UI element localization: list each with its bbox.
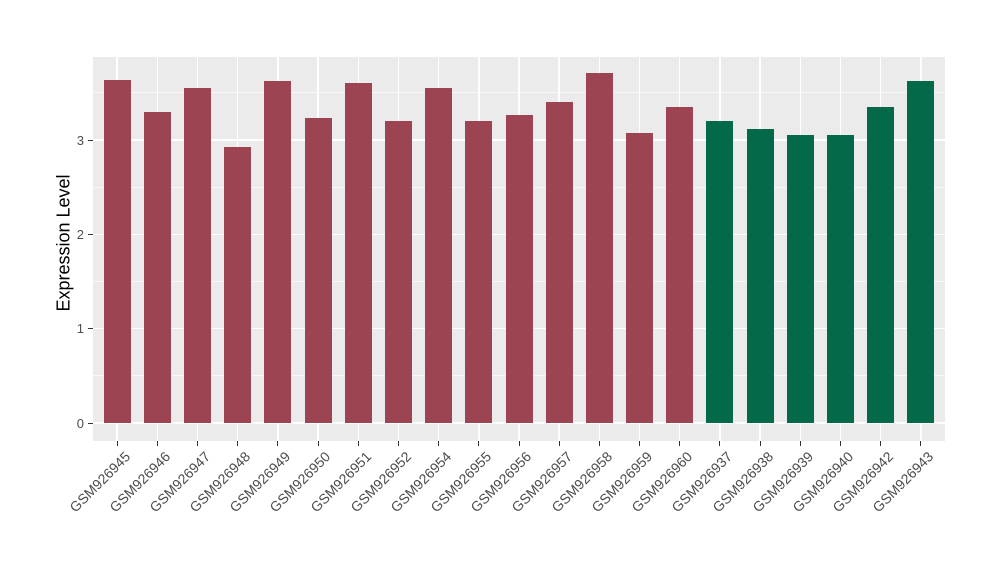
bar (505, 114, 533, 424)
y-tick-label: 0 (76, 415, 84, 431)
x-axis-tick (880, 441, 882, 446)
bar (585, 73, 613, 424)
x-axis-tick (397, 441, 399, 446)
x-axis-tick (840, 441, 841, 446)
y-axis-tick (88, 233, 93, 235)
y-axis-title: Expression Level (53, 174, 74, 312)
y-tick-label: 1 (76, 321, 84, 337)
x-axis-tick (518, 441, 520, 446)
bar (666, 107, 694, 424)
y-axis-tick (88, 328, 93, 330)
bar (384, 121, 412, 424)
bar (786, 135, 814, 424)
bar (867, 107, 895, 424)
y-axis-tick (88, 139, 93, 141)
x-axis-tick (438, 441, 440, 446)
y-tick-label: 3 (76, 132, 84, 148)
bar (103, 79, 131, 424)
x-axis-tick (639, 441, 641, 446)
bar (344, 83, 372, 424)
x-axis-tick (237, 441, 239, 446)
bar (224, 146, 252, 424)
x-axis-tick (317, 441, 319, 446)
bar (465, 121, 493, 424)
x-axis-tick (759, 441, 761, 446)
bar (264, 80, 292, 424)
x-axis-tick (357, 441, 359, 446)
x-axis-tick (598, 441, 600, 446)
bar (143, 111, 171, 424)
x-axis-tick (156, 441, 158, 446)
bar (183, 88, 211, 424)
bar (706, 121, 734, 424)
x-axis-tick (920, 441, 922, 446)
bar (746, 128, 774, 424)
y-axis-tick (88, 422, 93, 424)
x-axis-tick (558, 441, 560, 446)
x-axis-tick (719, 441, 721, 446)
bar (304, 118, 332, 424)
y-tick-label: 2 (76, 226, 84, 242)
x-axis-tick (116, 441, 118, 446)
x-axis-tick (679, 441, 681, 446)
bar (425, 88, 453, 424)
bar (545, 102, 573, 424)
bar (827, 135, 854, 424)
bar (907, 80, 935, 424)
bar (626, 133, 654, 424)
x-axis-tick (478, 441, 480, 446)
plot-panel (93, 57, 945, 441)
x-axis-tick (196, 441, 198, 446)
x-axis-tick (277, 441, 279, 446)
x-axis-tick (799, 441, 801, 446)
